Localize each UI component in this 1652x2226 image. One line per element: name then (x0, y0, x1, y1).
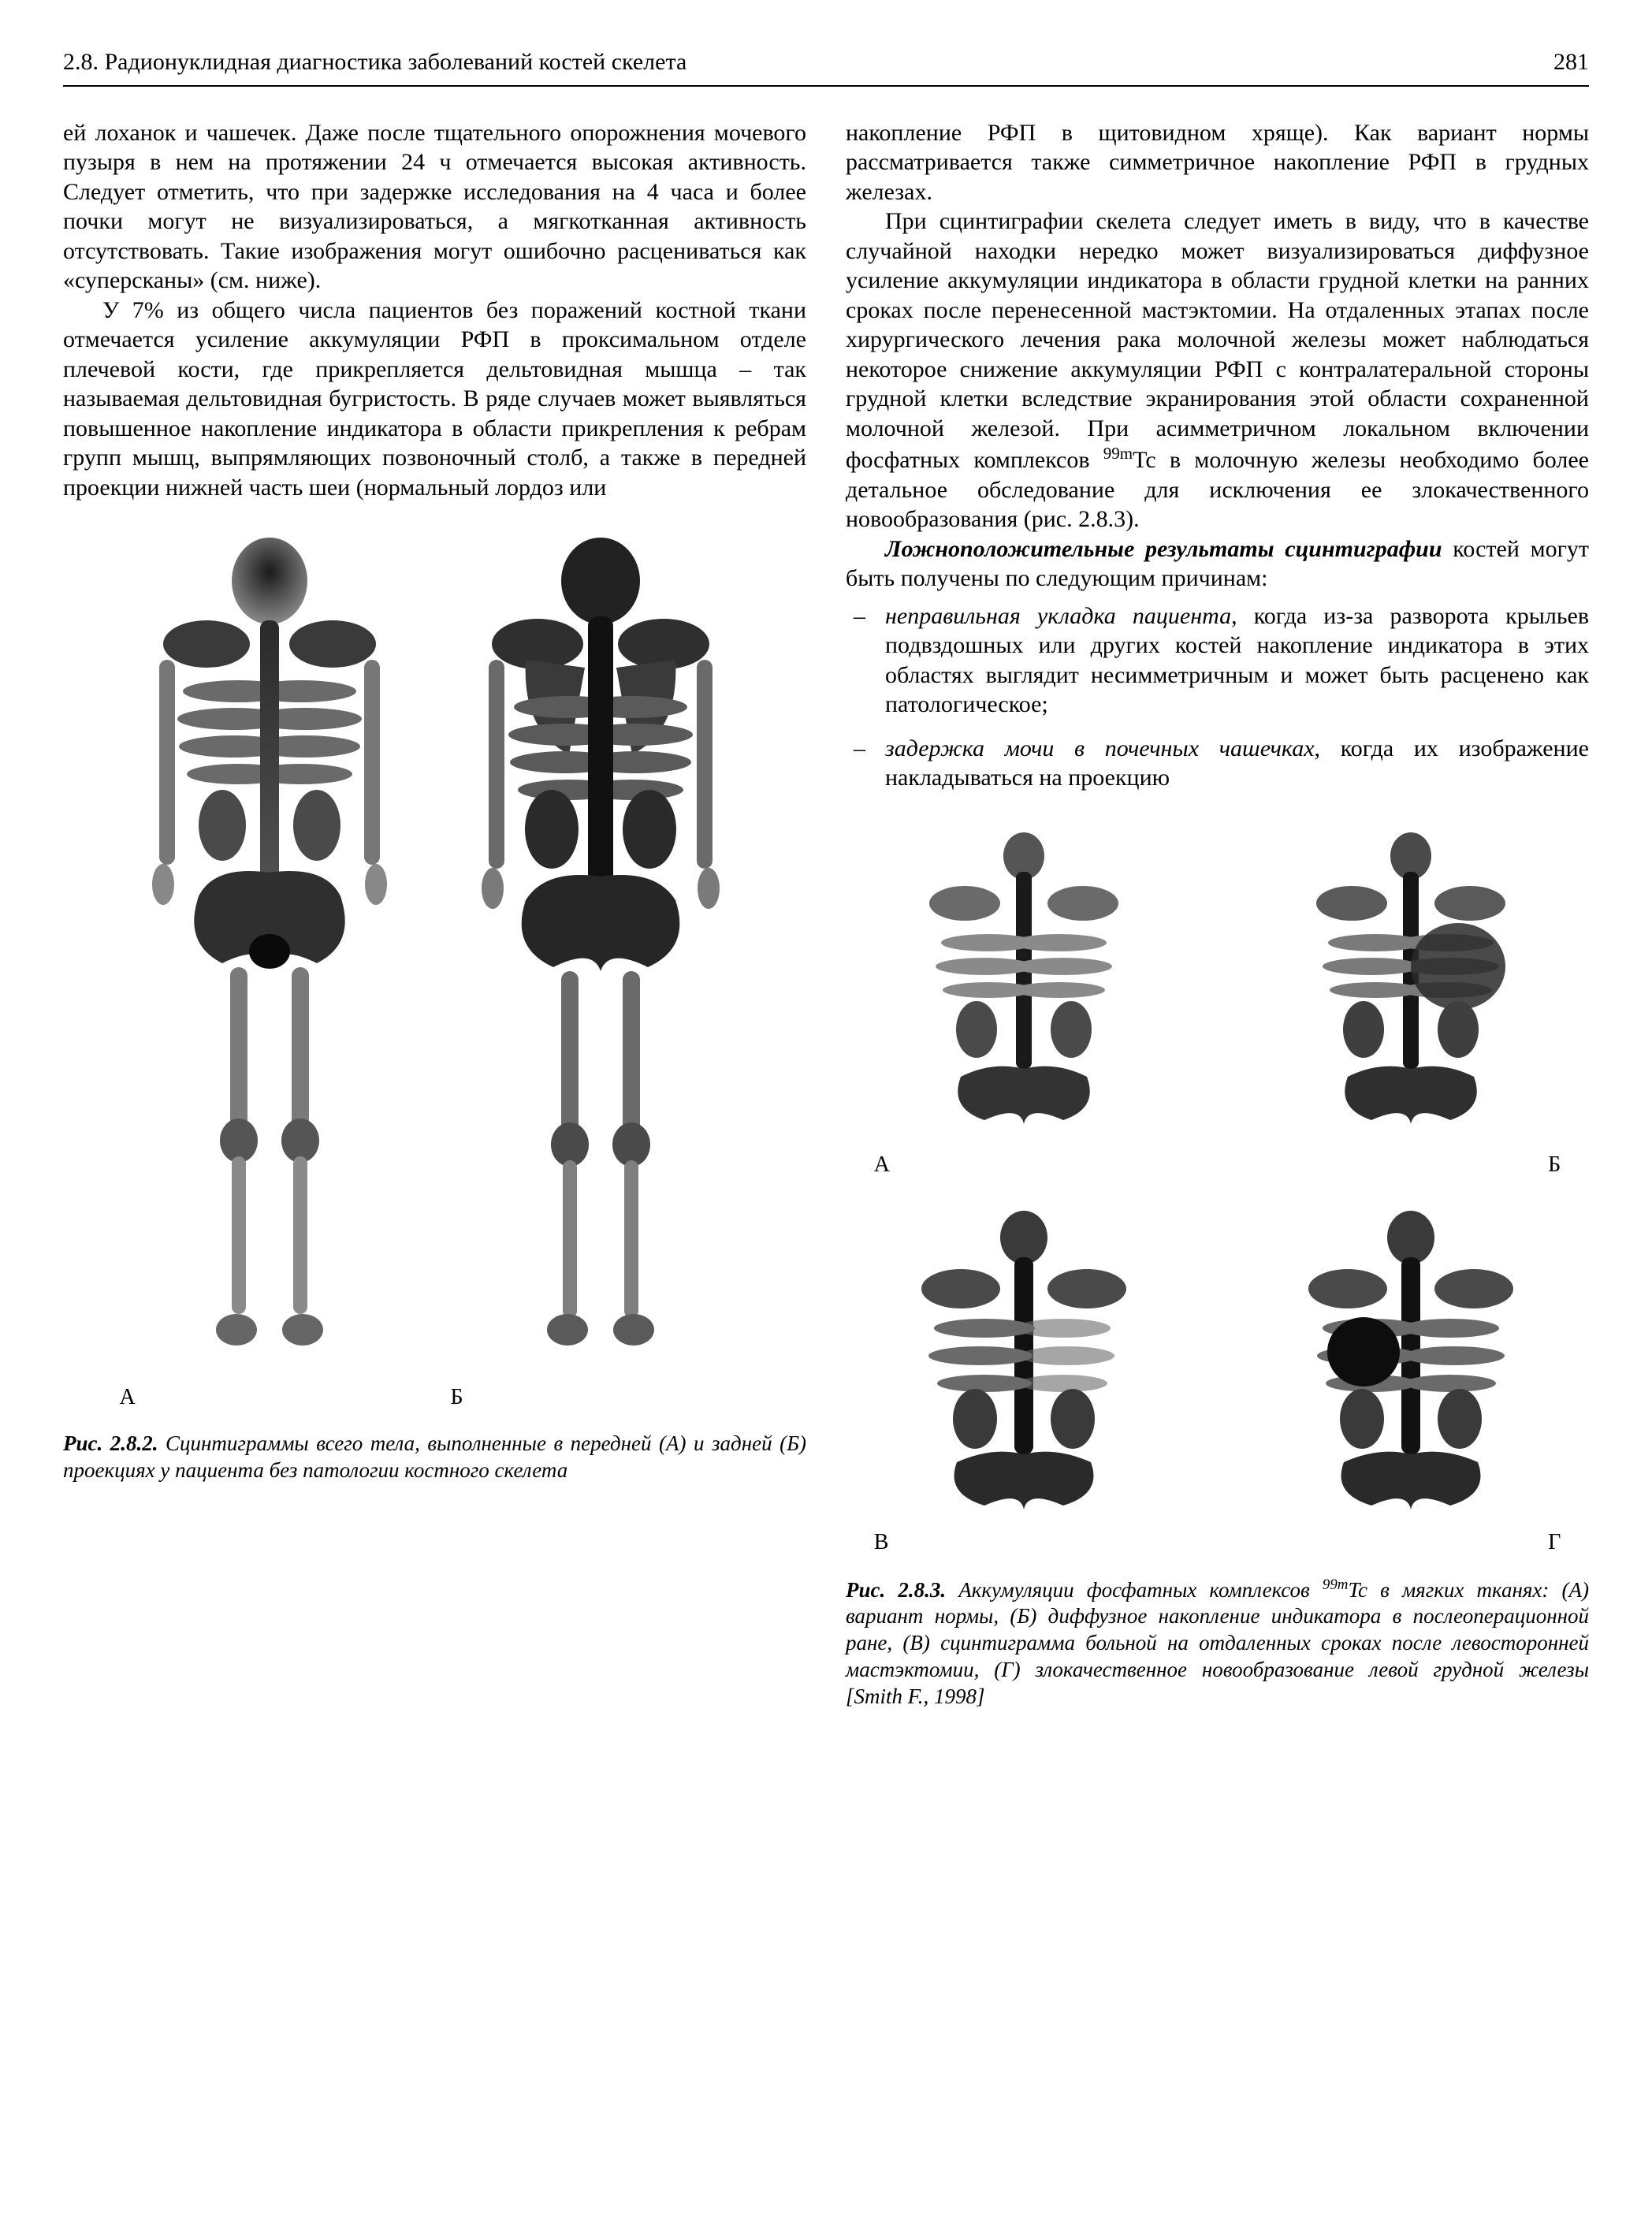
panel-label-a: А (120, 1383, 419, 1411)
paragraph-text: При сцинтиграфии скелета следует иметь в… (846, 208, 1589, 473)
figure-number: Рис. 2.8.2. (63, 1431, 158, 1455)
figure-2-8-3: А (846, 825, 1589, 1710)
left-column: ей лоханок и чашечек. Даже после тщатель… (63, 118, 806, 1710)
scintigram-panel-d: Г (1233, 1202, 1590, 1556)
scintigram-panel-c: В (846, 1202, 1202, 1556)
page-number: 281 (1553, 47, 1589, 77)
scintigram-panel-a: А (846, 825, 1202, 1178)
right-column: накопление РФП в щитовидном хряще). Как … (846, 118, 1589, 1710)
figure-number: Рис. 2.8.3. (846, 1578, 946, 1602)
paragraph: накопление РФП в щитовидном хряще). Как … (846, 118, 1589, 207)
paragraph: Ложноположительные результаты сцинтиграф… (846, 534, 1589, 594)
panel-label-c: В (874, 1528, 889, 1556)
emphasis: неправильная укладка пациента (885, 603, 1231, 629)
figure-2-8-3-caption: Рис. 2.8.3. Аккумуляции фосфатных компле… (846, 1576, 1589, 1710)
caption-text: Аккумуляции фосфатных комплексов (946, 1578, 1323, 1602)
panel-label-b: Б (451, 1383, 750, 1411)
page-header: 2.8. Радионуклидная диагностика заболева… (63, 47, 1589, 87)
scintigram-posterior (451, 526, 750, 1377)
paragraph: ей лоханок и чашечек. Даже после тщатель… (63, 118, 806, 296)
paragraph: При сцинтиграфии скелета следует иметь в… (846, 207, 1589, 534)
bullet-list: неправильная укладка пациента, когда из-… (846, 601, 1589, 793)
isotope-superscript: 99m (1103, 444, 1133, 463)
figure-2-8-2: А (63, 526, 806, 1484)
isotope-superscript: 99m (1323, 1576, 1349, 1593)
section-title: 2.8. Радионуклидная диагностика заболева… (63, 47, 686, 77)
figure-2-8-2-caption: Рис. 2.8.2. Сцинтиграммы всего тела, вып… (63, 1431, 806, 1484)
panel-label-a: А (874, 1151, 890, 1178)
panel-label-d: Г (1548, 1528, 1561, 1556)
paragraph: У 7% из общего числа пациентов без пораж… (63, 296, 806, 503)
scintigram-panel-b: Б (1233, 825, 1590, 1178)
scintigram-anterior (120, 526, 419, 1377)
emphasis: Ложноположительные результаты сцинтиграф… (885, 536, 1442, 562)
two-column-layout: ей лоханок и чашечек. Даже после тщатель… (63, 118, 1589, 1710)
emphasis: задержка мочи в почечных чашечках (885, 735, 1315, 761)
caption-text: Сцинтиграммы всего тела, выполненные в п… (63, 1431, 806, 1482)
list-item: неправильная укладка пациента, когда из-… (846, 601, 1589, 720)
panel-label-b: Б (1548, 1151, 1561, 1178)
list-item: задержка мочи в почечных чашечках, когда… (846, 734, 1589, 793)
